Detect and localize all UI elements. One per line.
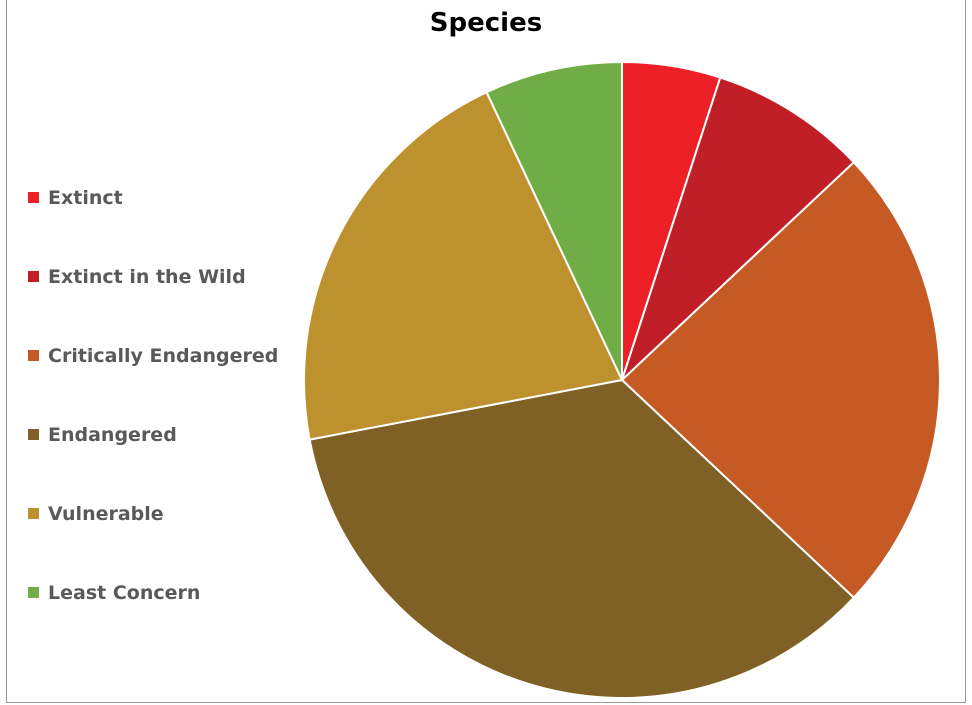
legend-item-extinct-in-the-wild: Extinct in the Wild xyxy=(28,237,278,316)
legend-swatch-endangered xyxy=(28,429,39,440)
legend-swatch-vulnerable xyxy=(28,508,39,519)
legend-label-critically-endangered: Critically Endangered xyxy=(48,344,279,367)
legend-label-endangered: Endangered xyxy=(48,423,177,446)
legend-item-critically-endangered: Critically Endangered xyxy=(28,316,278,395)
chart-title: Species xyxy=(429,8,543,38)
legend-swatch-extinct xyxy=(28,192,39,203)
pie-slice-critically-endangered xyxy=(620,160,941,600)
legend-swatch-least-concern xyxy=(28,587,39,598)
legend-item-extinct: Extinct xyxy=(28,158,278,237)
legend-swatch-critically-endangered xyxy=(28,350,39,361)
pie-slice-endangered xyxy=(308,378,856,699)
legend-swatch-extinct-in-the-wild xyxy=(28,271,39,282)
legend-label-extinct-in-the-wild: Extinct in the Wild xyxy=(48,265,246,288)
chart-legend: Extinct Extinct in the Wild Critically E… xyxy=(28,158,278,632)
legend-item-endangered: Endangered xyxy=(28,395,278,474)
legend-label-vulnerable: Vulnerable xyxy=(48,502,164,525)
legend-label-extinct: Extinct xyxy=(48,186,123,209)
legend-label-least-concern: Least Concern xyxy=(48,581,201,604)
legend-item-least-concern: Least Concern xyxy=(28,553,278,632)
pie-slice-vulnerable xyxy=(303,90,624,441)
pie-slice-extinct-in-the-wild xyxy=(621,76,856,381)
pie-slice-least-concern xyxy=(485,60,623,381)
legend-item-vulnerable: Vulnerable xyxy=(28,474,278,553)
